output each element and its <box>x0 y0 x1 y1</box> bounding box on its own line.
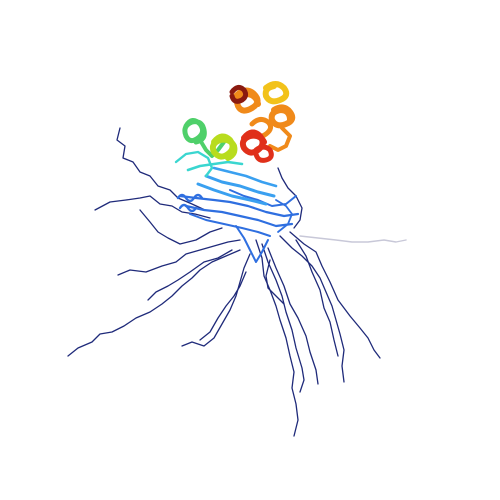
cyan-strand <box>186 160 244 172</box>
tail-left-long <box>94 195 211 219</box>
lightblue-strand-1 <box>196 182 268 206</box>
dark-red-helix <box>229 84 249 104</box>
yellow-green-coil <box>209 133 238 161</box>
blue-strand-1 <box>178 194 300 218</box>
red-helix-bundle <box>229 84 274 163</box>
tail-center-short <box>265 259 285 305</box>
blue-strand-2 <box>184 204 294 228</box>
tail-center-down-1 <box>255 239 299 437</box>
light-blue-sheet-region <box>174 150 278 206</box>
tail-right-down-3 <box>295 239 339 357</box>
faded-tail-right <box>299 235 407 243</box>
tail-center-down-3 <box>267 247 319 385</box>
tail-bottom-mid-1 <box>181 253 251 347</box>
yellow-green-helix <box>209 133 238 161</box>
disordered-tails <box>67 127 381 437</box>
red-helix-2 <box>253 144 274 163</box>
lightblue-strand-2 <box>204 174 276 198</box>
tail-center-down-2 <box>261 243 305 393</box>
orange-helix-right <box>268 104 296 129</box>
cyan-loop <box>174 150 214 178</box>
red-helix-main <box>239 129 267 156</box>
tail-right-down-1 <box>279 235 345 383</box>
tail-bottom-left-long <box>67 249 241 357</box>
tail-bottom-left-2 <box>147 249 233 301</box>
green-helix-coil <box>182 118 207 145</box>
blue-strand-3 <box>189 213 271 237</box>
tail-left-upper <box>116 127 206 211</box>
tail-left-lower <box>117 239 241 276</box>
lightblue-strand-3 <box>212 166 278 188</box>
blue-strand-6 <box>275 199 293 233</box>
tail-left-mid <box>139 209 223 245</box>
green-connector <box>198 138 226 158</box>
tail-right-down-2 <box>289 231 381 359</box>
green-helix <box>182 118 226 158</box>
yellow-helix <box>262 81 290 105</box>
tail-bottom-mid-2 <box>199 271 247 341</box>
orange-loop <box>268 126 292 152</box>
blue-helix-left <box>176 193 204 213</box>
blue-strand-5 <box>235 225 269 263</box>
